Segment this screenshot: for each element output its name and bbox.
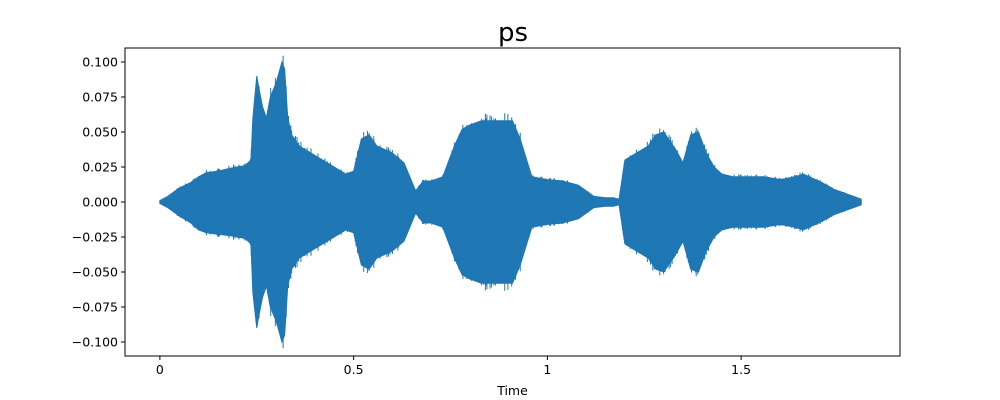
y-tick-label: −0.100 xyxy=(72,335,118,350)
x-axis-label: Time xyxy=(496,383,528,398)
y-tick-label: −0.025 xyxy=(72,230,118,245)
y-tick-label: 0.100 xyxy=(82,55,118,70)
waveform-samples xyxy=(159,55,861,349)
x-tick-label: 1.5 xyxy=(731,362,751,377)
chart-title: ps xyxy=(498,18,528,48)
axes-frame xyxy=(124,47,901,357)
y-tick-label: −0.075 xyxy=(72,300,118,315)
y-tick-label: 0.025 xyxy=(82,160,118,175)
x-tick-label: 0 xyxy=(156,362,164,377)
y-axis: −0.100 −0.075 −0.050 −0.025 0.000 0.025 0.050 0… xyxy=(72,55,125,350)
y-tick-label: −0.050 xyxy=(72,265,118,280)
y-tick-label: 0.000 xyxy=(82,195,118,210)
y-tick-label: 0.075 xyxy=(82,90,118,105)
x-tick-label: 0.5 xyxy=(344,362,364,377)
plot-area xyxy=(159,55,862,349)
x-axis: 0 0.5 1 1.5 xyxy=(156,356,751,377)
x-tick-label: 1 xyxy=(543,362,551,377)
y-tick-label: 0.050 xyxy=(82,125,118,140)
